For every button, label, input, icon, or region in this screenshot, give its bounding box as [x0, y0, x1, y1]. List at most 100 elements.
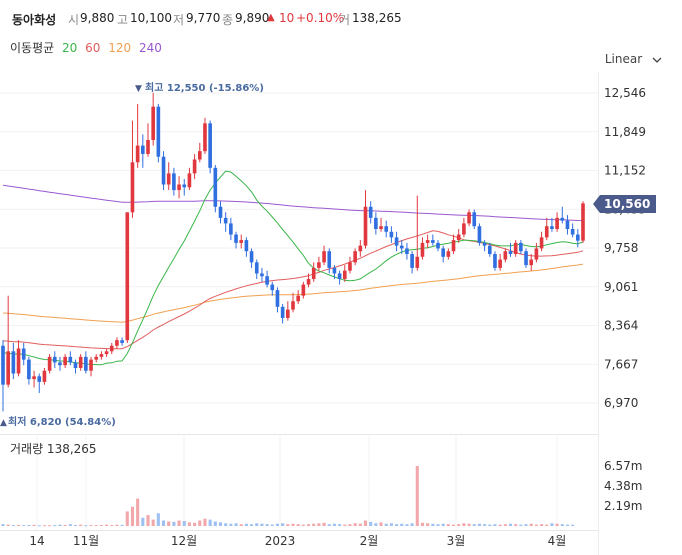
candle-body	[6, 351, 10, 385]
volume-bar	[332, 523, 336, 526]
candle-body	[197, 151, 202, 160]
volume-bar	[224, 523, 228, 526]
candle-body	[21, 348, 26, 360]
volume-bar	[524, 524, 528, 526]
time-tick-label: 3월	[447, 534, 466, 548]
volume-bar	[99, 524, 103, 526]
candle-body	[565, 220, 570, 229]
candle-body	[208, 123, 212, 168]
candle-body	[493, 254, 497, 268]
candle-body	[508, 251, 513, 255]
volume-bar	[446, 524, 450, 526]
ma-legend-120[interactable]: 120	[108, 41, 132, 55]
scale-selector[interactable]: Linear	[605, 52, 662, 66]
price-tick-label: 7,667	[604, 357, 638, 371]
candle-body	[135, 145, 140, 163]
moving-average-legend: 이동평균 20 60 120 240	[10, 39, 166, 56]
candle-body	[353, 251, 357, 263]
candle-body	[555, 217, 559, 229]
candle-body	[223, 217, 228, 224]
ma-legend-240[interactable]: 240	[138, 41, 162, 55]
time-axis: 14 11월 12월 2023 2월 3월 4월	[29, 436, 566, 548]
low-value: 9,770	[186, 11, 221, 25]
candle-body	[431, 240, 435, 243]
high-annotation: ▼ 최고 12,550 (-15.86%)	[135, 81, 264, 94]
candle-body	[374, 217, 378, 229]
ma-legend-60[interactable]: 60	[85, 41, 101, 55]
volume-title: 거래량 138,265	[10, 442, 97, 456]
stock-name: 동아화성	[12, 13, 57, 27]
volume-bar	[239, 524, 243, 526]
candle-body	[11, 351, 16, 374]
candle-body	[311, 267, 316, 280]
candle-body	[534, 248, 539, 260]
change-value: 10	[279, 11, 295, 25]
chevron-down-icon	[652, 57, 662, 63]
change-percent: +0.10%	[296, 11, 345, 25]
candle-body	[78, 356, 83, 368]
candle-body	[570, 228, 575, 235]
current-price-text: 10,560	[604, 197, 650, 211]
volume-bar	[1, 524, 5, 526]
volume-bar	[353, 523, 357, 526]
volume-bar	[498, 524, 502, 526]
close-label: 종	[222, 13, 234, 27]
candle-body	[363, 206, 368, 246]
volume-bar	[301, 524, 305, 526]
volume-bar	[281, 523, 285, 526]
volume-bar	[63, 524, 67, 526]
volume-bar	[467, 523, 471, 526]
candle-body	[581, 203, 585, 241]
candle-body	[89, 359, 93, 371]
candle-body	[467, 212, 471, 224]
candle-body	[120, 340, 124, 343]
volume-bar	[400, 523, 404, 526]
candle-body	[203, 123, 207, 152]
volume-bar	[53, 525, 57, 527]
candle-body	[519, 242, 523, 252]
candle-body	[166, 173, 171, 185]
candle-body	[68, 356, 73, 363]
volume-bar	[48, 525, 52, 527]
price-tick-label: 9,061	[604, 280, 638, 294]
volume-bar	[6, 524, 10, 526]
candle-body	[125, 212, 130, 341]
volume-bar	[514, 524, 518, 526]
high-annotation-text: 최고 12,550 (-15.86%)	[145, 81, 264, 94]
price-tick-label: 9,758	[604, 241, 638, 255]
candle-body	[446, 251, 451, 257]
volume-bar	[555, 523, 559, 526]
candle-body	[498, 259, 502, 268]
ma-legend-20[interactable]: 20	[62, 41, 78, 55]
close-value: 9,890	[235, 11, 270, 25]
volume-bar	[483, 524, 487, 526]
candle-body	[99, 354, 104, 357]
volume-bar	[73, 525, 78, 527]
volume-bar	[503, 524, 507, 526]
candle-body	[73, 362, 78, 368]
candle-body	[218, 206, 223, 218]
volume-bar	[343, 524, 347, 526]
volume-bar	[369, 521, 373, 526]
volume-bar	[493, 524, 497, 526]
candle-body	[368, 206, 373, 218]
volume-bar	[105, 524, 109, 526]
volume-bar	[265, 524, 269, 526]
volume-bar	[384, 523, 388, 526]
volume-bar	[182, 520, 186, 526]
volume-bar	[68, 524, 72, 526]
candle-body	[63, 356, 67, 366]
volume-bar	[125, 511, 129, 526]
candle-body	[239, 240, 244, 243]
candle-body	[513, 242, 518, 255]
candle-body	[327, 251, 332, 268]
candle-body	[84, 356, 88, 371]
candle-body	[291, 301, 295, 310]
candle-body	[317, 262, 321, 268]
candle-body	[477, 226, 482, 243]
volume-bar	[358, 523, 362, 526]
candle-body	[192, 159, 197, 174]
volume-bar	[420, 522, 425, 526]
volume-bar	[519, 524, 523, 526]
